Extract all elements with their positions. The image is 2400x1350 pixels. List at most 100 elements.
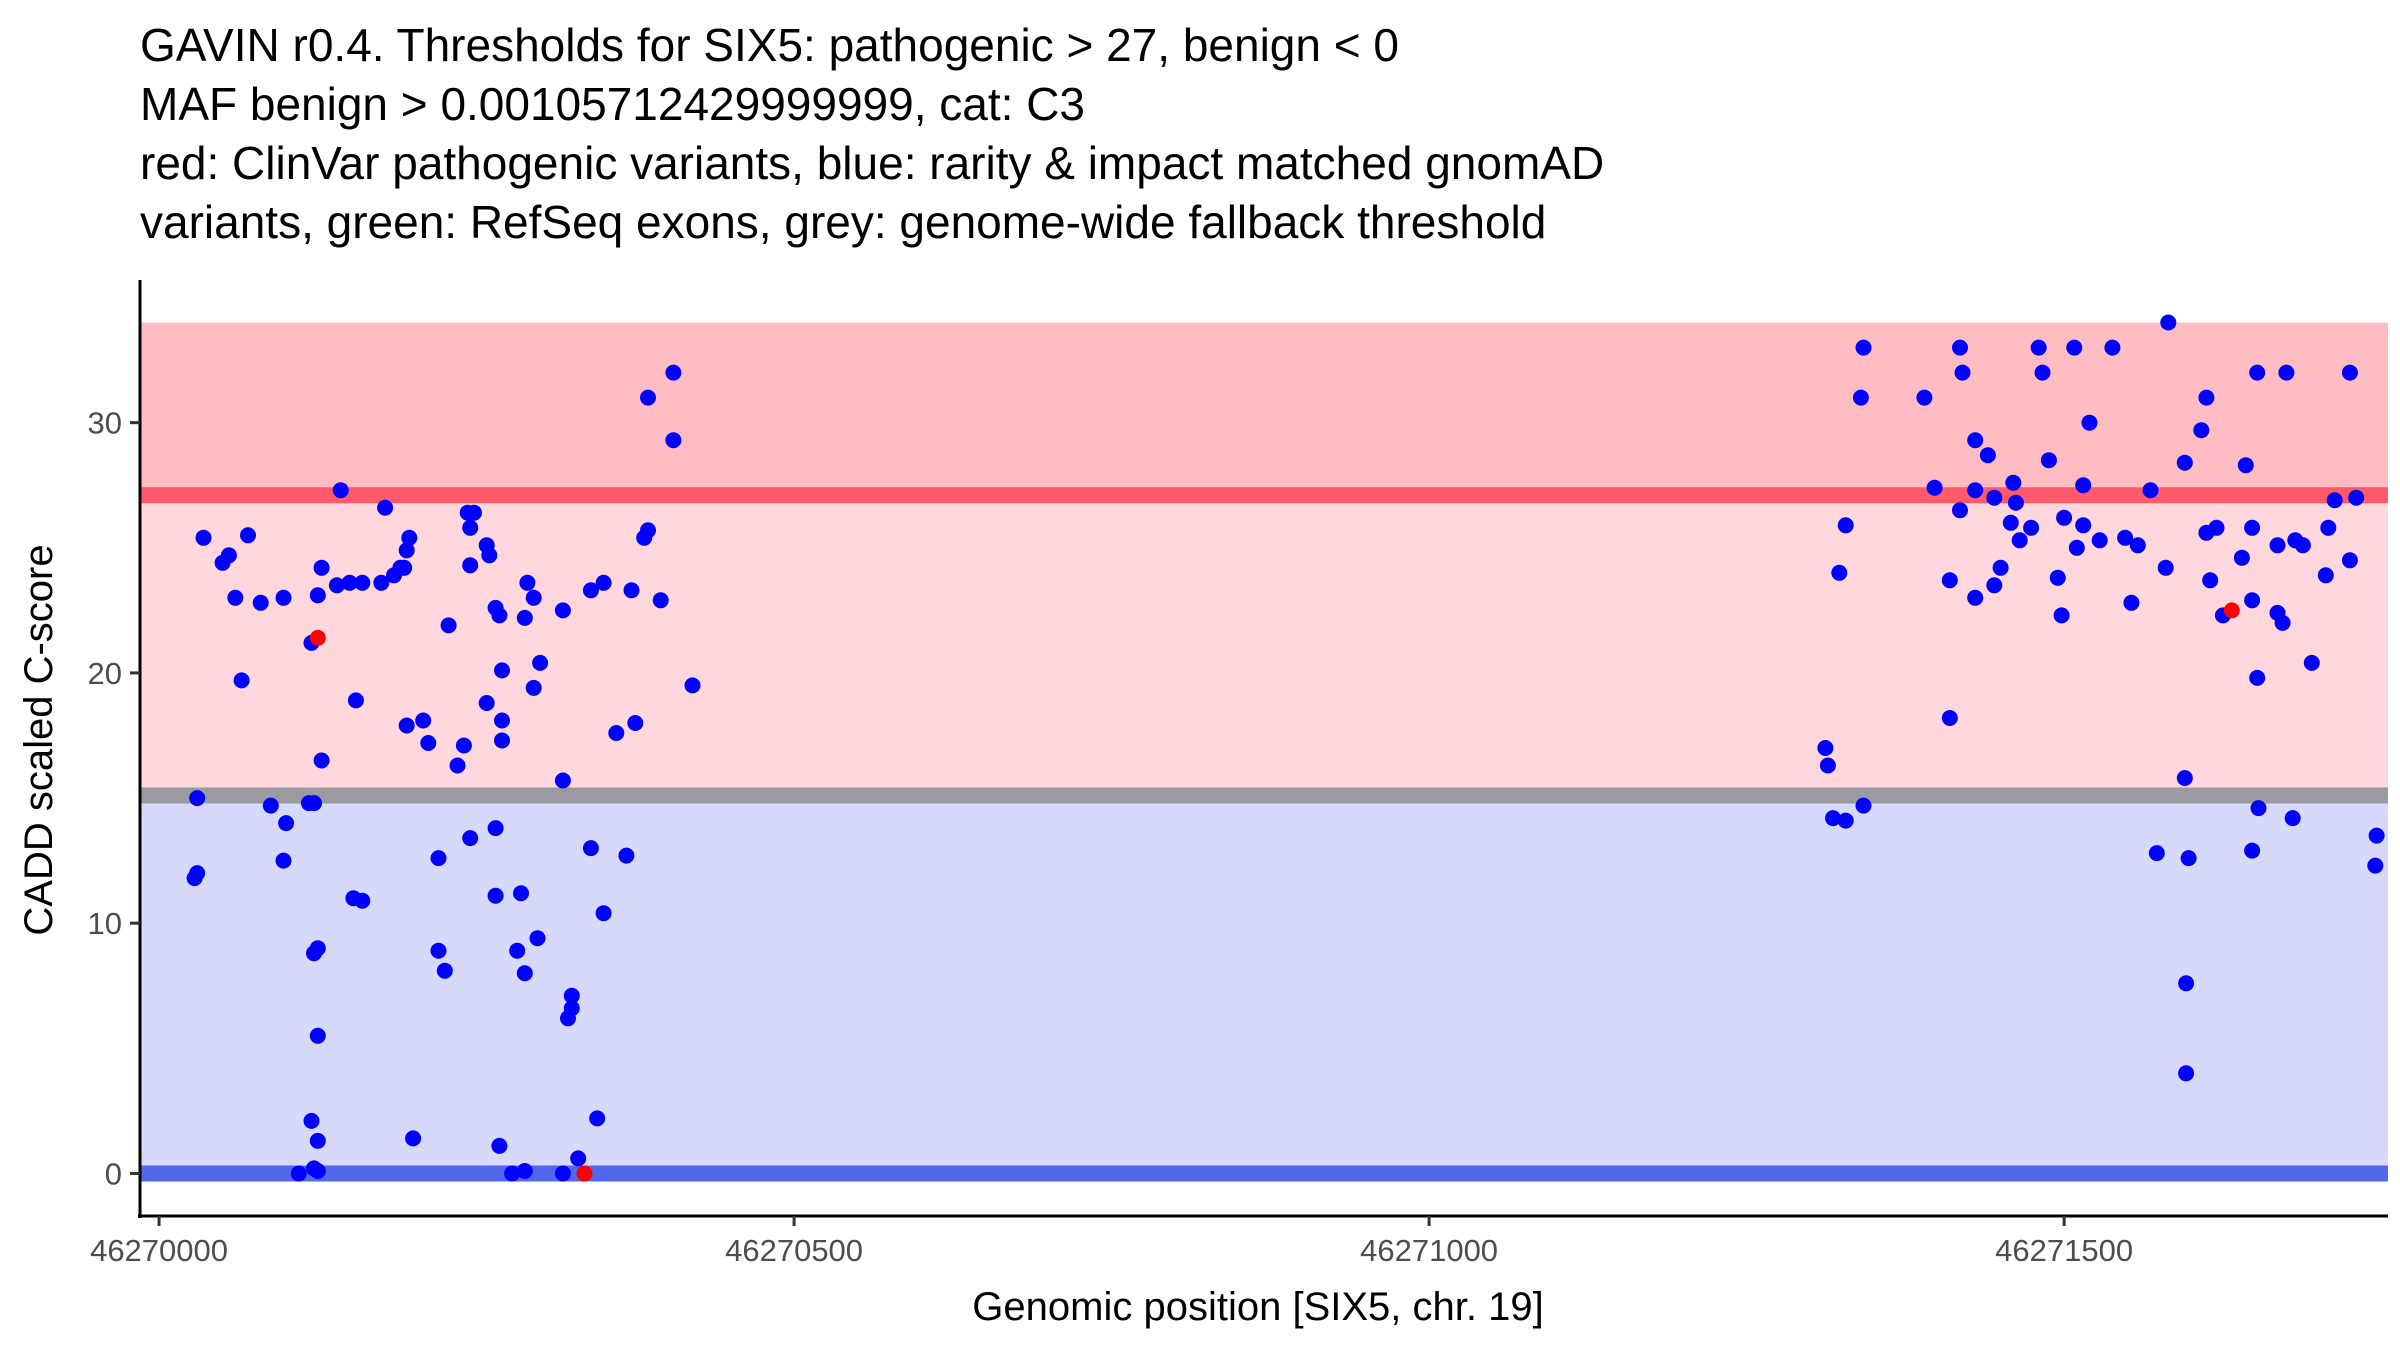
gnomad-point xyxy=(2066,339,2083,356)
y-tick-label: 10 xyxy=(88,906,122,941)
gnomad-point xyxy=(525,589,542,606)
gnomad-point xyxy=(2011,532,2028,549)
y-tick-label: 30 xyxy=(88,406,122,441)
gnomad-point xyxy=(220,547,237,564)
gnomad-point xyxy=(440,617,457,634)
data-points xyxy=(186,314,2385,1182)
gnomad-point xyxy=(2269,537,2286,554)
gnomad-point xyxy=(1825,810,1841,827)
chart-title: GAVIN r0.4. Thresholds for SIX5: pathoge… xyxy=(140,16,1604,252)
gnomad-point xyxy=(415,712,432,729)
gnomad-point xyxy=(2202,572,2219,589)
axes: 0 10 20 30 46270000 46270500 46271000 46271500 xyxy=(88,280,2388,1268)
gnomad-point xyxy=(481,547,498,564)
gnomad-point xyxy=(195,529,212,546)
gnomad-point xyxy=(2148,845,2165,862)
clinvar-point xyxy=(576,1165,593,1182)
gnomad-point xyxy=(1855,339,1872,356)
gnomad-point xyxy=(589,1110,606,1127)
gnomad-point xyxy=(462,519,479,536)
gnomad-point xyxy=(2193,422,2210,439)
gnomad-point xyxy=(2320,519,2337,536)
gnomad-point xyxy=(516,965,533,982)
gnomad-point xyxy=(2198,389,2215,406)
gnomad-point xyxy=(466,504,482,521)
x-tick-label: 46270000 xyxy=(90,1233,228,1268)
gnomad-point xyxy=(347,692,364,709)
title-line: MAF benign > 0.00105712429999999, cat: C… xyxy=(140,78,1085,130)
x-axis-label: Genomic position [SIX5, chr. 19] xyxy=(972,1285,1543,1329)
gnomad-point xyxy=(2123,594,2140,611)
gnomad-point xyxy=(2178,975,2195,992)
gnomad-point xyxy=(1819,757,1836,774)
clinvar-point xyxy=(309,629,326,646)
gnomad-point xyxy=(665,364,682,381)
gnomad-point xyxy=(1992,559,2009,576)
gnomad-point xyxy=(2348,489,2365,506)
pathogenic-zone xyxy=(140,322,2388,498)
gnomad-point xyxy=(1926,479,1943,496)
threshold-bands xyxy=(140,322,2388,1174)
title-line: GAVIN r0.4. Thresholds for SIX5: pathoge… xyxy=(140,19,1399,71)
gnomad-point xyxy=(354,574,371,591)
gnomad-point xyxy=(519,574,536,591)
gnomad-point xyxy=(2367,857,2384,874)
gnomad-point xyxy=(405,1130,422,1147)
gnomad-point xyxy=(2368,827,2385,844)
gnomad-point xyxy=(1916,389,1933,406)
gnomad-point xyxy=(2053,607,2070,624)
gnomad-point xyxy=(303,1112,320,1129)
gnomad-point xyxy=(2178,1065,2195,1082)
gnomad-point xyxy=(341,574,358,591)
gnomad-point xyxy=(309,1027,326,1044)
upper-grey-zone xyxy=(140,497,2388,799)
gnomad-point xyxy=(430,942,447,959)
gnomad-point xyxy=(1941,572,1958,589)
gnomad-point xyxy=(2081,414,2098,431)
gnomad-point xyxy=(1852,389,1869,406)
x-tick-label: 46270500 xyxy=(725,1233,863,1268)
x-tick-label: 46271500 xyxy=(1995,1233,2133,1268)
gnomad-point xyxy=(2117,529,2134,546)
gnomad-point xyxy=(309,940,326,957)
gnomad-point xyxy=(1986,489,2003,506)
gnomad-point xyxy=(665,432,682,449)
gnomad-point xyxy=(398,717,415,734)
gnomad-point xyxy=(1967,589,1984,606)
gnomad-point xyxy=(2007,494,2024,511)
gnomad-point xyxy=(2002,514,2019,531)
gnomad-point xyxy=(449,757,466,774)
gnomad-point xyxy=(2068,539,2085,556)
clinvar-point xyxy=(2223,602,2240,619)
gnomad-point xyxy=(2233,549,2250,566)
gnomad-point xyxy=(684,677,701,694)
gnomad-point xyxy=(2023,519,2040,536)
gnomad-point xyxy=(570,1150,587,1167)
gnomad-point xyxy=(252,594,269,611)
gnomad-point xyxy=(516,609,533,626)
gnomad-point xyxy=(2176,454,2193,471)
gnomad-point xyxy=(487,887,504,904)
gnomad-point xyxy=(2249,364,2266,381)
gnomad-point xyxy=(345,890,362,907)
gnomad-point xyxy=(595,574,612,591)
gnomad-point xyxy=(2056,509,2073,526)
gnomad-point xyxy=(2075,477,2092,494)
gnomad-point xyxy=(2030,339,2047,356)
gnomad-point xyxy=(487,820,504,837)
gnomad-point xyxy=(275,852,292,869)
gnomad-point xyxy=(420,735,437,751)
gnomad-point xyxy=(1817,740,1834,756)
gnomad-point xyxy=(1954,364,1971,381)
gnomad-point xyxy=(189,790,206,807)
y-tick-label: 20 xyxy=(88,656,122,691)
gnomad-point xyxy=(1967,432,1984,449)
gnomad-point xyxy=(2049,569,2066,586)
gnomad-point xyxy=(640,389,656,406)
gnomad-point xyxy=(309,1163,326,1179)
gnomad-point xyxy=(396,559,413,576)
gnomad-point xyxy=(2142,482,2159,499)
benign-zone xyxy=(140,798,2388,1174)
gnomad-point xyxy=(462,557,479,574)
gnomad-point xyxy=(2104,339,2121,356)
